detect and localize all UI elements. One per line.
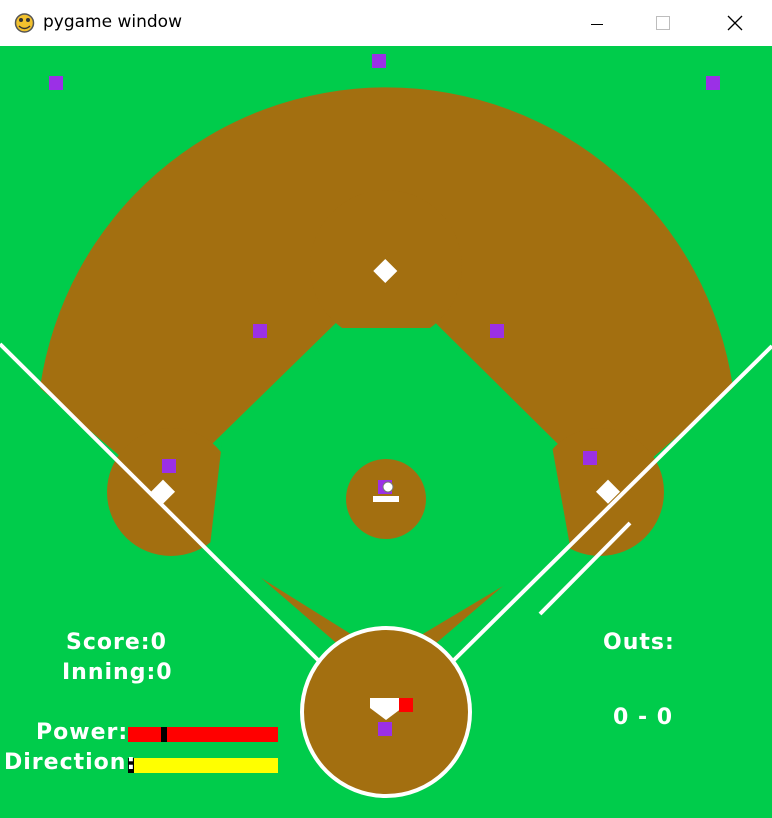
maximize-icon — [656, 16, 670, 30]
fielder-shortstop — [253, 324, 267, 338]
pitching-rubber — [373, 496, 399, 502]
outs-label: Outs: — [603, 630, 675, 655]
fielder-center — [372, 54, 386, 68]
power-bar-marker — [161, 727, 167, 742]
window-title: pygame window — [43, 12, 182, 32]
third-base-foul-line — [0, 342, 322, 664]
fielder-left — [49, 76, 63, 90]
close-icon — [727, 15, 743, 31]
close-button[interactable] — [712, 0, 758, 46]
fielder-second-base — [490, 324, 504, 338]
first-base-foul-line — [450, 344, 772, 664]
score-value: 0 — [150, 630, 167, 655]
inning-label: Inning:0 — [62, 660, 173, 685]
fielder-third-base — [162, 459, 176, 473]
game-canvas[interactable]: Score:0 Inning:0 Outs: 0 - 0 Power: Dire… — [0, 46, 772, 818]
runner-lane-line — [538, 521, 632, 616]
power-bar-track — [128, 727, 278, 742]
fielder-first-base — [583, 451, 597, 465]
fielder-catcher — [378, 722, 392, 736]
direction-label: Direction: — [4, 750, 137, 775]
minimize-button[interactable] — [574, 0, 620, 46]
inning-value: 0 — [156, 660, 173, 685]
fielder-right — [706, 76, 720, 90]
title-bar[interactable]: pygame window — [0, 0, 772, 46]
direction-bar-marker — [128, 758, 134, 773]
batter-marker — [399, 698, 413, 712]
maximize-button[interactable] — [640, 0, 686, 46]
baseball — [382, 481, 394, 493]
home-plate — [370, 698, 402, 720]
power-label: Power: — [36, 720, 129, 745]
pygame-snake-icon — [14, 13, 35, 33]
baseball-field — [0, 54, 772, 798]
direction-bar-track — [128, 758, 278, 773]
score-label: Score:0 — [66, 630, 167, 655]
ball-strike-count: 0 - 0 — [613, 705, 674, 730]
minimize-icon — [591, 23, 603, 25]
